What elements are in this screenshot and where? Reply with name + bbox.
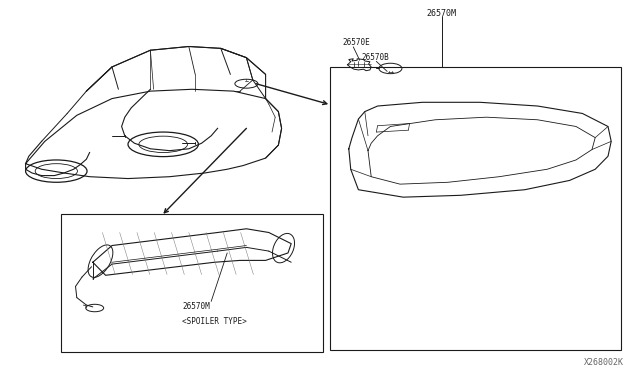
Text: 26570E: 26570E <box>342 38 370 47</box>
Text: 26570M: 26570M <box>427 9 456 17</box>
Text: 26570B: 26570B <box>362 53 389 62</box>
Text: 26570M: 26570M <box>182 302 210 311</box>
Bar <box>61 214 323 352</box>
Bar <box>330 67 621 350</box>
Text: <SPOILER TYPE>: <SPOILER TYPE> <box>182 317 247 326</box>
Text: X268002K: X268002K <box>584 358 624 367</box>
